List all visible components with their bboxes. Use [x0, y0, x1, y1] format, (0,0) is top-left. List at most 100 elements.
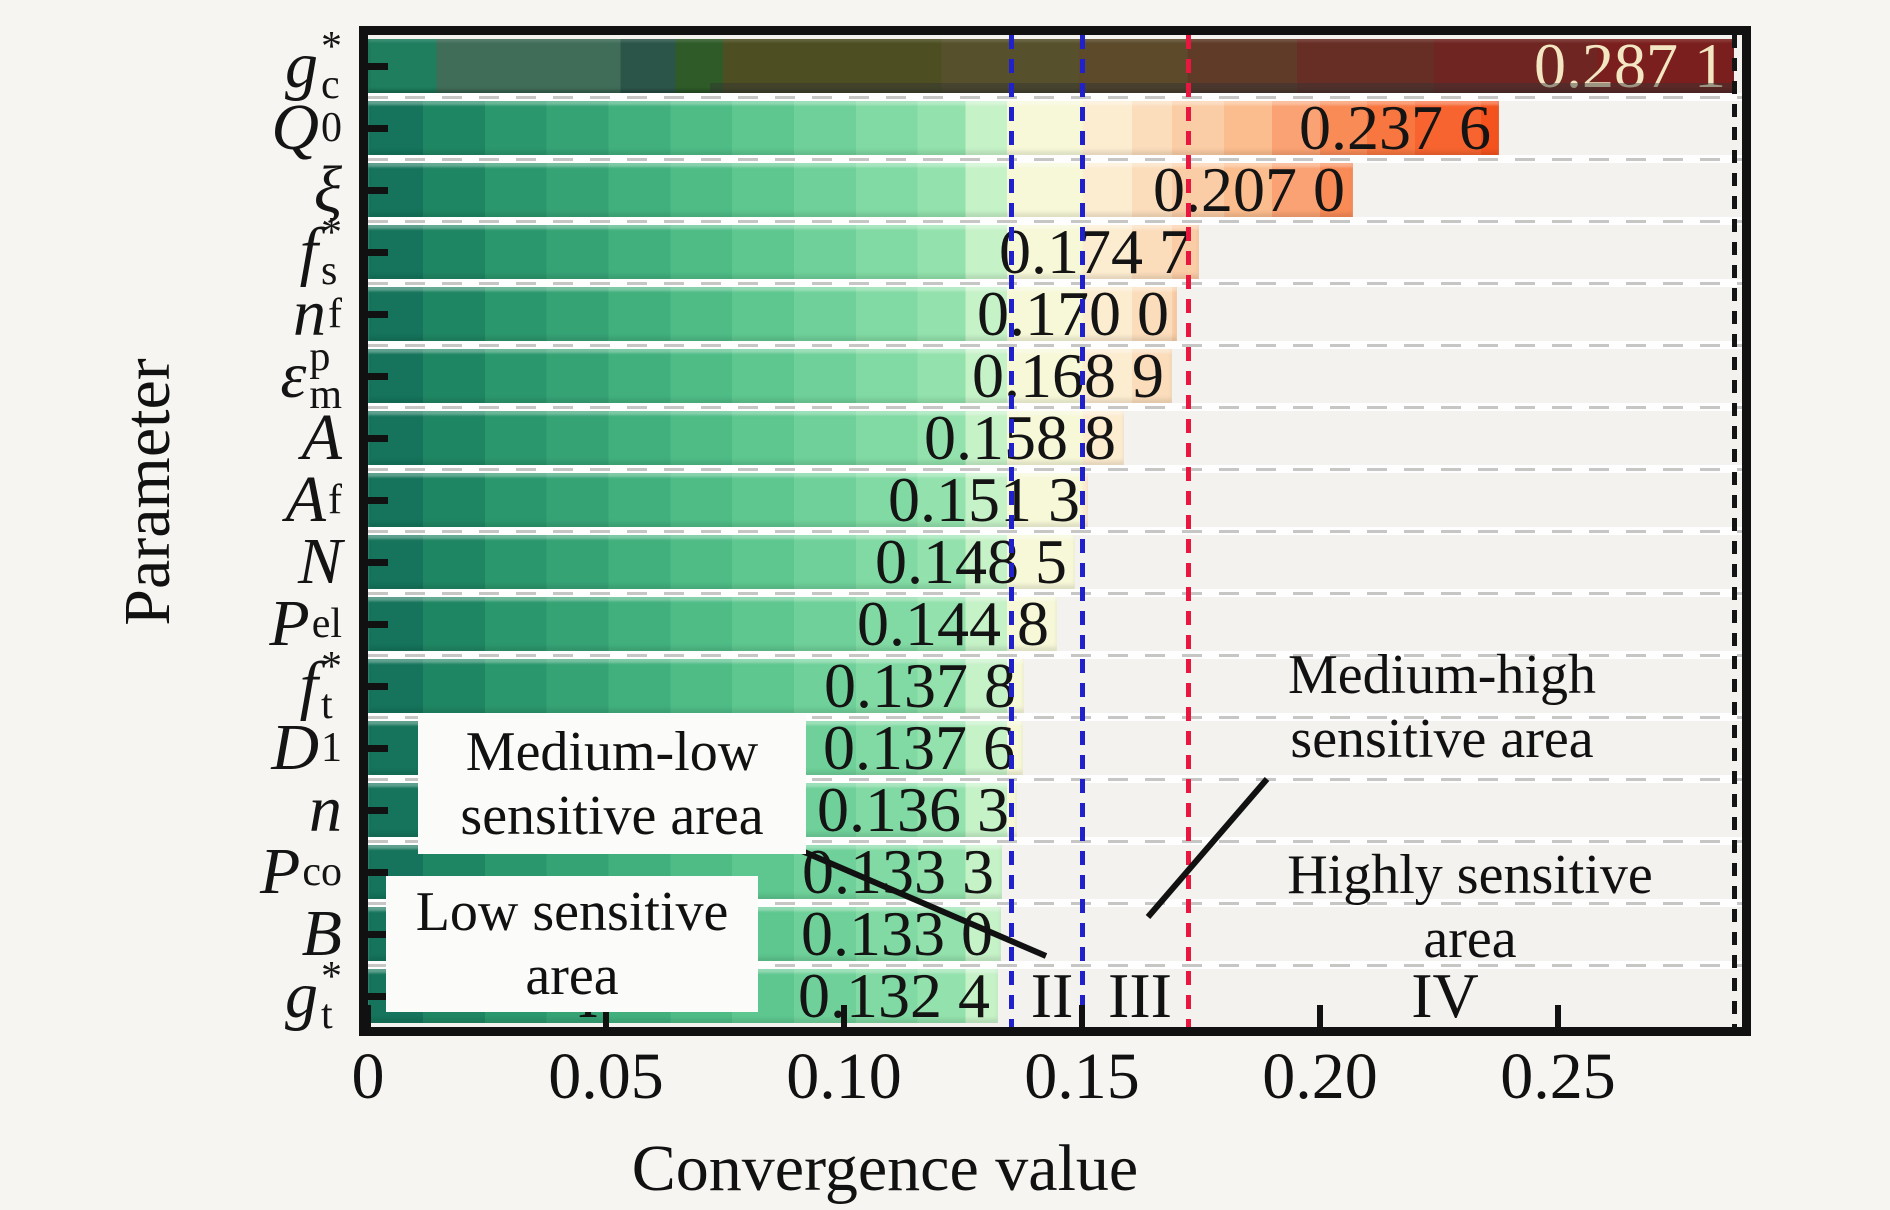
param-base-symbol: D — [271, 711, 319, 784]
annotation-medium-high-line2: sensitive area — [1290, 708, 1594, 770]
y-axis-tick — [368, 373, 388, 380]
bar-value-label: 0.133 0 — [801, 898, 993, 969]
y-axis-tick — [368, 311, 388, 318]
x-tick-label-0.25: 0.25 — [1500, 1040, 1616, 1113]
annotation-low-line1: Low sensitive — [415, 881, 729, 943]
bar-Pel: 0.144 8 — [368, 592, 1057, 656]
param-label-B: B — [0, 897, 352, 970]
param-label-A: A — [0, 401, 352, 474]
param-superscript: * — [321, 644, 342, 690]
threshold-line-region-boundary-3 — [1186, 35, 1191, 1027]
bar-ft: 0.137 8 — [368, 654, 1024, 718]
bar-value-label: 0.137 6 — [823, 712, 1015, 783]
bar-value-label: 0.133 3 — [802, 836, 994, 907]
bar-value-label: 0.158 8 — [924, 402, 1116, 473]
param-label-ξ: ξ — [0, 153, 352, 226]
horizontal-gridline — [368, 406, 1742, 409]
param-label-n: n — [0, 773, 352, 846]
horizontal-gridline — [368, 158, 1742, 161]
x-tick-label-0.10: 0.10 — [786, 1040, 902, 1113]
horizontal-gridline — [368, 964, 1742, 967]
bar-ξ: 0.207 0 — [368, 158, 1353, 222]
param-base-symbol: A — [301, 401, 342, 474]
horizontal-gridline — [368, 716, 1742, 719]
bar-Q0: 0.237 6 — [368, 96, 1499, 160]
horizontal-gridline — [368, 530, 1742, 533]
bar-value-label: 0.170 0 — [977, 278, 1169, 349]
param-subscript: el — [311, 601, 342, 647]
annotation-highly-sensitive-area: Highly sensitive area — [1190, 843, 1750, 971]
y-axis-tick — [368, 869, 388, 876]
param-base-symbol: n — [309, 773, 342, 846]
param-label-N: N — [0, 525, 352, 598]
param-base-symbol: P — [269, 587, 310, 660]
threshold-line-max-convergence — [1732, 35, 1737, 1027]
bar-value-label: 0.151 3 — [888, 464, 1080, 535]
param-subscript: f — [328, 291, 342, 337]
region-label-II: II — [1030, 960, 1074, 1031]
x-axis-tick — [841, 1005, 847, 1027]
param-sup-sub: * c — [321, 24, 342, 106]
bar-value-label: 0.144 8 — [857, 588, 1049, 659]
param-base-symbol: g — [285, 959, 318, 1032]
param-sup-sub: * t — [321, 956, 342, 1036]
annotation-medium-low-line2: sensitive area — [460, 785, 764, 847]
param-label-gt: g * t — [0, 956, 352, 1036]
horizontal-gridline — [368, 654, 1742, 657]
horizontal-gridline — [368, 220, 1742, 223]
y-axis-tick — [368, 931, 388, 938]
param-superscript: * — [321, 24, 342, 70]
param-base-symbol: g — [285, 29, 318, 102]
y-axis-tick — [368, 807, 388, 814]
annotation-high-line1: Highly sensitive — [1287, 844, 1653, 906]
x-axis-tick — [603, 1005, 609, 1027]
horizontal-gridline — [368, 778, 1742, 781]
param-base-symbol: ξ — [313, 153, 342, 226]
y-axis-tick — [368, 497, 388, 504]
y-axis-tick — [368, 435, 388, 442]
param-base-symbol: f — [299, 215, 318, 288]
x-tick-label-0.20: 0.20 — [1262, 1040, 1378, 1113]
x-axis-title: Convergence value — [631, 1132, 1139, 1205]
param-label-gc: g * c — [0, 26, 352, 106]
param-base-symbol: A — [285, 463, 326, 536]
annotation-low-line2: area — [525, 945, 619, 1007]
param-subscript: m — [309, 372, 342, 418]
param-sup-sub: * t — [321, 644, 342, 726]
horizontal-gridline — [368, 282, 1742, 285]
param-base-symbol: Q — [271, 91, 319, 164]
param-base-symbol: f — [299, 649, 318, 722]
bar-value-label: 0.136 3 — [817, 774, 1009, 845]
y-axis-tick — [368, 187, 388, 194]
horizontal-gridline — [368, 468, 1742, 471]
bar-value-label: 0.148 5 — [875, 526, 1067, 597]
param-base-symbol: ε — [280, 339, 307, 412]
y-axis-tick — [368, 63, 388, 70]
x-axis-tick — [1079, 1005, 1085, 1027]
x-tick-label-0: 0 — [351, 1040, 385, 1113]
y-axis-tick — [368, 559, 388, 566]
horizontal-gridline — [368, 96, 1742, 99]
param-subscript: co — [302, 849, 342, 895]
horizontal-gridline — [368, 592, 1742, 595]
param-label-fs: f * s — [0, 212, 352, 292]
x-axis-tick — [1317, 1005, 1323, 1027]
x-tick-label-0.05: 0.05 — [548, 1040, 664, 1113]
param-base-symbol: P — [260, 835, 301, 908]
param-label-ft: f * t — [0, 646, 352, 726]
horizontal-gridline — [368, 840, 1742, 843]
param-sup-sub: * s — [321, 212, 342, 292]
horizontal-gridline — [368, 902, 1742, 905]
param-base-symbol: N — [297, 525, 342, 598]
bar-N: 0.148 5 — [368, 530, 1075, 594]
y-axis-tick — [368, 993, 388, 1000]
x-axis-tick — [1555, 1005, 1561, 1027]
annotation-medium-low-line1: Medium-low — [465, 721, 759, 783]
param-base-symbol: B — [301, 897, 342, 970]
